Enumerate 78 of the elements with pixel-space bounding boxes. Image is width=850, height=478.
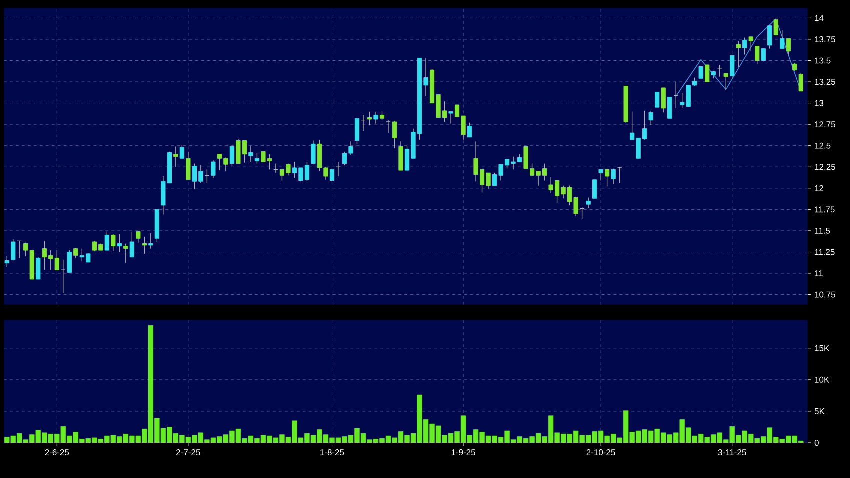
candlestick — [655, 92, 660, 108]
candlestick — [367, 111, 372, 126]
x-tick-label: 1-8-25 — [320, 450, 344, 456]
x-tick-label: 1-9-25 — [452, 450, 476, 456]
candlestick — [36, 256, 41, 280]
candlestick — [448, 111, 454, 124]
candlestick — [586, 197, 591, 208]
candlestick — [798, 73, 804, 92]
candlestick — [311, 140, 316, 165]
candlestick — [11, 239, 16, 262]
y-tick-label: 12 — [815, 185, 824, 192]
candlestick — [736, 40, 741, 68]
y-tick-label: 11.5 — [815, 228, 830, 234]
candlestick — [142, 236, 147, 254]
candlestick — [124, 243, 128, 264]
candlestick — [661, 88, 666, 114]
candlestick — [74, 248, 78, 259]
candlestick — [698, 66, 704, 79]
y-tick-label: 0 — [814, 440, 819, 446]
candlestick — [174, 146, 178, 168]
candlestick — [786, 38, 791, 56]
candlestick — [592, 180, 598, 199]
y-tick-label: 11.75 — [815, 206, 835, 213]
y-tick-label: 12.25 — [815, 164, 836, 170]
candlestick — [117, 234, 122, 253]
candlestick — [467, 122, 472, 138]
x-tick-label: 2-10-25 — [586, 450, 616, 456]
candlestick — [605, 169, 610, 188]
y-tick-label: 10K — [815, 376, 830, 383]
y-tick-label: 11 — [815, 270, 823, 276]
candlestick — [761, 48, 766, 62]
y-tick-label: 12.75 — [815, 122, 836, 128]
candlestick — [354, 118, 360, 145]
y-tick-label: 13.75 — [815, 36, 836, 42]
candlestick — [4, 256, 10, 268]
candlestick — [611, 168, 616, 185]
candlestick — [254, 153, 260, 164]
candlestick — [398, 141, 404, 171]
candlestick — [67, 250, 72, 274]
candlestick — [148, 233, 154, 250]
y-tick-label: 10.75 — [815, 292, 836, 298]
candlestick — [618, 166, 622, 184]
x-tick-label: 2-6-25 — [45, 450, 70, 456]
candlestick — [730, 55, 735, 79]
y-tick-label: 12.5 — [815, 142, 831, 149]
candlestick — [330, 168, 335, 182]
x-tick-label: 2-7-25 — [176, 450, 200, 456]
candlestick — [104, 231, 110, 251]
candlestick — [668, 97, 672, 119]
candlestick — [186, 151, 191, 180]
candlestick — [724, 73, 728, 91]
candlestick — [598, 169, 604, 182]
candlestick — [768, 26, 772, 50]
candlestick — [392, 120, 398, 149]
candlestick — [180, 144, 184, 159]
candlestick — [755, 46, 760, 65]
candlestick — [374, 111, 378, 124]
candlestick — [648, 110, 654, 126]
candlestick — [748, 36, 754, 52]
candlestick — [130, 231, 134, 258]
candlestick — [230, 146, 235, 167]
candlestick — [705, 64, 710, 82]
candlestick — [111, 234, 116, 252]
candlestick — [136, 231, 141, 244]
x-tick-label: 3-11-25 — [718, 450, 746, 456]
candlestick — [386, 120, 391, 134]
y-tick-label: 13 — [815, 100, 824, 106]
y-tick-label: 14 — [815, 15, 824, 22]
y-tick-label: 13.5 — [815, 58, 831, 64]
y-tick-label: 11.25 — [815, 249, 835, 256]
candlestick — [211, 160, 216, 179]
y-tick-label: 13.25 — [815, 79, 836, 86]
candlestick — [742, 37, 748, 56]
candlestick — [780, 30, 785, 50]
candlestick — [248, 146, 254, 162]
y-tick-label: 5K — [814, 408, 825, 414]
candlestick — [774, 18, 778, 36]
y-tick-label: 15K — [815, 345, 830, 352]
